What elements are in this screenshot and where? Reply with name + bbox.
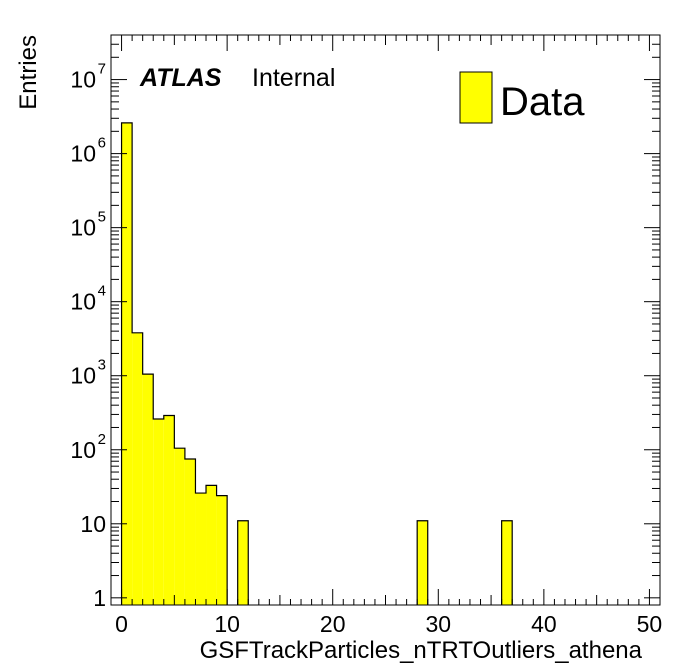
x-tick-label: 0: [115, 611, 128, 637]
y-tick-label: 10: [70, 363, 96, 389]
x-tick-label: 20: [320, 611, 346, 637]
y-tick-label: 1: [93, 585, 106, 611]
y-tick-label: 10: [70, 437, 96, 463]
legend: Data: [459, 71, 585, 124]
histogram-bars: [120, 122, 513, 606]
y-tick-label-exponent: 6: [98, 135, 106, 152]
legend-swatch-data: [459, 71, 493, 124]
histogram-bar: [195, 493, 207, 605]
plot-frame: [110, 34, 661, 606]
experiment-label: ATLAS: [139, 64, 222, 92]
histogram-bar: [206, 485, 217, 605]
x-tick-label: 40: [531, 611, 557, 637]
x-axis-label: GSFTrackParticles_nTRTOutliers_athena: [200, 637, 643, 664]
histogram-bar: [121, 122, 133, 606]
y-tick-label-exponent: 3: [98, 357, 106, 374]
y-tick-label: 10: [70, 289, 96, 315]
y-axis-label: Entries: [15, 35, 42, 110]
histogram-bar: [184, 459, 196, 605]
y-tick-label: 10: [80, 511, 106, 537]
legend-label-data: Data: [500, 80, 585, 124]
histogram-bar: [417, 520, 428, 605]
y-tick-label-exponent: 7: [98, 61, 106, 78]
histogram-bar: [163, 415, 175, 605]
axis-ticks: [111, 34, 660, 605]
y-tick-label-exponent: 2: [98, 431, 106, 448]
histogram-bar: [142, 374, 154, 605]
histogram-outline: [120, 122, 513, 605]
histogram-bar: [174, 448, 185, 605]
x-tick-label: 30: [425, 611, 451, 637]
histogram-bar: [501, 520, 513, 605]
histogram-bar: [153, 419, 164, 605]
x-tick-label: 10: [214, 611, 240, 637]
y-tick-label: 10: [70, 215, 96, 241]
y-tick-label-exponent: 5: [98, 209, 106, 226]
histogram-bar: [132, 332, 143, 605]
status-label: Internal: [252, 64, 335, 92]
histogram-bar: [237, 520, 249, 605]
y-tick-label: 10: [70, 141, 96, 167]
y-tick-label: 10: [70, 67, 96, 93]
x-tick-label: 50: [637, 611, 663, 637]
y-tick-label-exponent: 4: [98, 283, 106, 300]
histogram-bar: [216, 495, 228, 605]
